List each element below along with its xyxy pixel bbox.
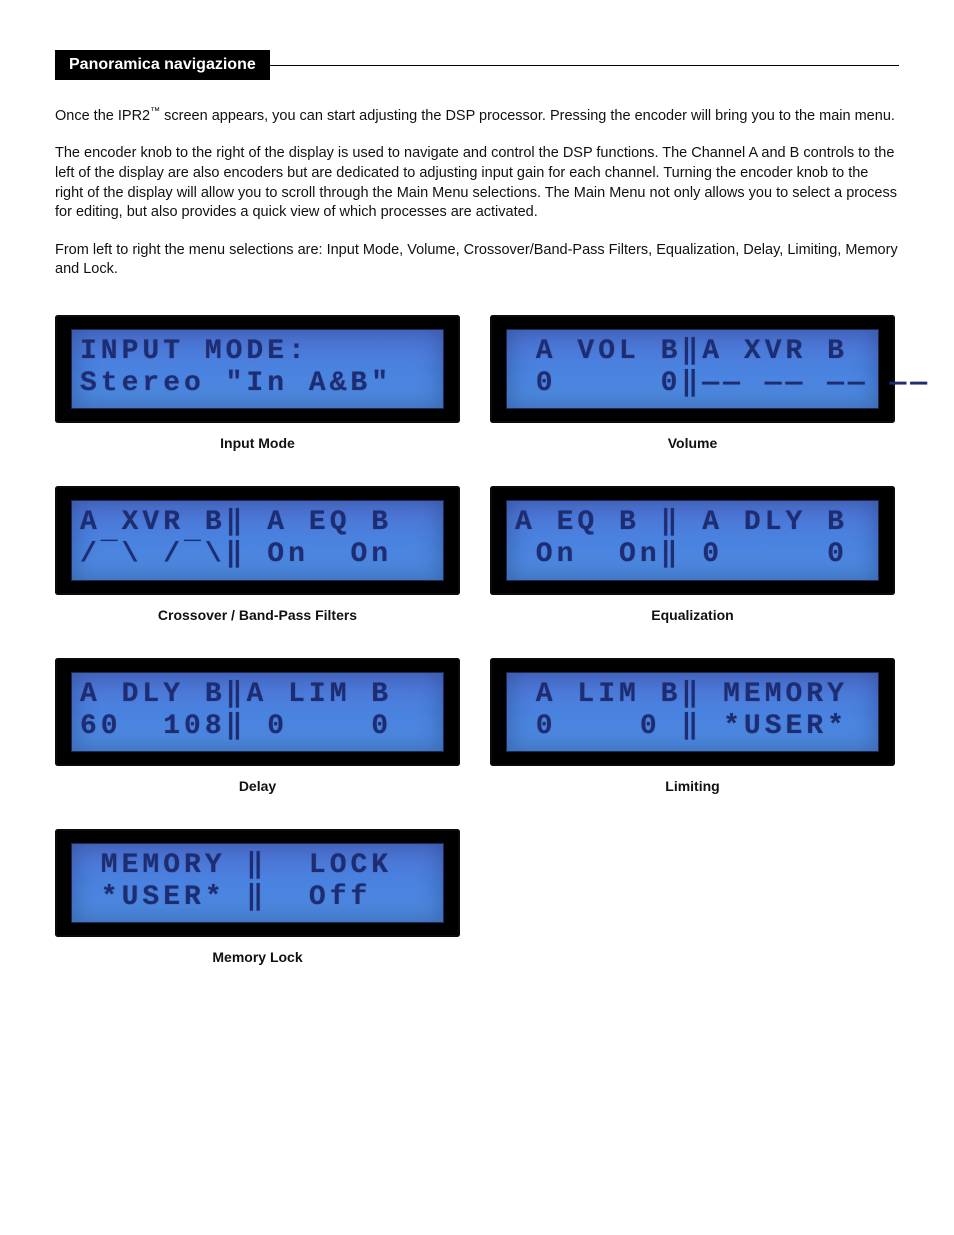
lcd-frame-crossover: A XVR B‖ A EQ B /‾\ /‾\‖ On On <box>55 486 460 594</box>
lcd-grid: INPUT MODE: Stereo "In A&B" Input Mode A… <box>55 315 899 966</box>
caption-volume: Volume <box>490 435 895 451</box>
caption-delay: Delay <box>55 778 460 794</box>
cell-delay: A DLY B‖A LIM B 60 108‖ 0 0 Delay <box>55 658 460 794</box>
lcd-screen-memory-lock: MEMORY ‖ LOCK *USER* ‖ Off <box>71 843 444 923</box>
lcd-line2: 60 108‖ 0 0 <box>80 711 435 743</box>
paragraph-3: From left to right the menu selections a… <box>55 241 899 280</box>
lcd-screen-crossover: A XVR B‖ A EQ B /‾\ /‾\‖ On On <box>71 500 444 580</box>
lcd-line1: A DLY B‖A LIM B <box>80 679 435 711</box>
lcd-frame-memory-lock: MEMORY ‖ LOCK *USER* ‖ Off <box>55 829 460 937</box>
lcd-screen-limiting: A LIM B‖ MEMORY 0 0 ‖ *USER* <box>506 672 879 752</box>
caption-limiting: Limiting <box>490 778 895 794</box>
lcd-line1: A VOL B‖A XVR B <box>515 336 870 368</box>
lcd-frame-equalization: A EQ B ‖ A DLY B On On‖ 0 0 <box>490 486 895 594</box>
lcd-line1: A EQ B ‖ A DLY B <box>515 507 870 539</box>
lcd-frame-limiting: A LIM B‖ MEMORY 0 0 ‖ *USER* <box>490 658 895 766</box>
section-title: Panoramica navigazione <box>55 50 270 80</box>
lcd-line2: *USER* ‖ Off <box>80 882 435 914</box>
lcd-line2: Stereo "In A&B" <box>80 368 435 400</box>
cell-input-mode: INPUT MODE: Stereo "In A&B" Input Mode <box>55 315 460 451</box>
lcd-line1: A LIM B‖ MEMORY <box>515 679 870 711</box>
lcd-line2: 0 0 ‖ *USER* <box>515 711 870 743</box>
lcd-screen-delay: A DLY B‖A LIM B 60 108‖ 0 0 <box>71 672 444 752</box>
section-header: Panoramica navigazione <box>55 50 899 80</box>
trademark-symbol: ™ <box>150 106 160 117</box>
cell-crossover: A XVR B‖ A EQ B /‾\ /‾\‖ On On Crossover… <box>55 486 460 622</box>
paragraph-1: Once the IPR2™ screen appears, you can s… <box>55 105 899 126</box>
paragraph-2: The encoder knob to the right of the dis… <box>55 144 899 222</box>
lcd-line1: MEMORY ‖ LOCK <box>80 850 435 882</box>
lcd-line2: On On‖ 0 0 <box>515 539 870 571</box>
cell-memory-lock: MEMORY ‖ LOCK *USER* ‖ Off Memory Lock <box>55 829 460 965</box>
lcd-frame-delay: A DLY B‖A LIM B 60 108‖ 0 0 <box>55 658 460 766</box>
caption-input-mode: Input Mode <box>55 435 460 451</box>
caption-memory-lock: Memory Lock <box>55 949 460 965</box>
p1-post: screen appears, you can start adjusting … <box>160 108 895 124</box>
cell-equalization: A EQ B ‖ A DLY B On On‖ 0 0 Equalization <box>490 486 895 622</box>
lcd-line1: INPUT MODE: <box>80 336 435 368</box>
lcd-line1: A XVR B‖ A EQ B <box>80 507 435 539</box>
page: Panoramica navigazione Once the IPR2™ sc… <box>0 0 954 1025</box>
header-rule <box>270 65 899 66</box>
lcd-frame-input-mode: INPUT MODE: Stereo "In A&B" <box>55 315 460 423</box>
lcd-screen-input-mode: INPUT MODE: Stereo "In A&B" <box>71 329 444 409</box>
lcd-screen-volume: A VOL B‖A XVR B 0 0‖—— —— —— —— <box>506 329 879 409</box>
cell-volume: A VOL B‖A XVR B 0 0‖—— —— —— —— Volume <box>490 315 895 451</box>
lcd-frame-volume: A VOL B‖A XVR B 0 0‖—— —— —— —— <box>490 315 895 423</box>
p1-pre: Once the IPR2 <box>55 108 150 124</box>
lcd-screen-equalization: A EQ B ‖ A DLY B On On‖ 0 0 <box>506 500 879 580</box>
lcd-line2: 0 0‖—— —— —— —— <box>515 368 870 400</box>
caption-crossover: Crossover / Band-Pass Filters <box>55 607 460 623</box>
lcd-line2: /‾\ /‾\‖ On On <box>80 539 435 571</box>
cell-limiting: A LIM B‖ MEMORY 0 0 ‖ *USER* Limiting <box>490 658 895 794</box>
caption-equalization: Equalization <box>490 607 895 623</box>
